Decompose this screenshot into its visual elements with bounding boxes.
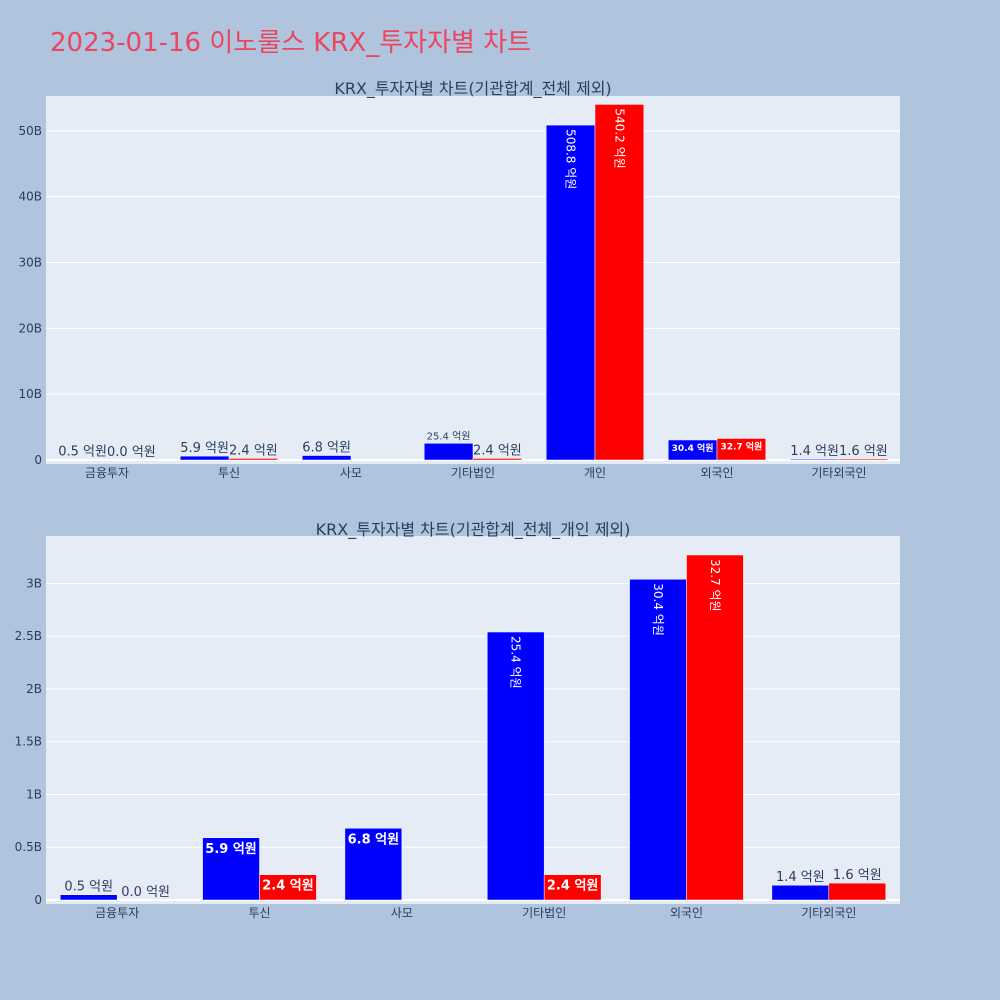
x-tick-label: 기타법인 (451, 466, 495, 480)
bars: 0.5 억원 0.0 억원 5.9 억원 2.4 억원 6.8 억원 25.4 억원 2.4… (59, 554, 887, 901)
x-tick-label: 투신 (218, 466, 240, 480)
bar-value-label: 0.0 억원 (107, 445, 156, 460)
y-tick-label: 2.5B (15, 629, 42, 643)
y-tick-label: 50B (18, 124, 42, 138)
x-tick-labels: 금융투자 투신 사모 기타법인 개인 외국인 기타외국인 (85, 466, 867, 480)
sell-bar (543, 874, 602, 901)
bar-value-label: 32.7 억원 (720, 440, 762, 452)
bar-value-label: 30.4 억원 (672, 442, 714, 454)
bar-value-label: 5.9 억원 (180, 441, 229, 456)
buy-bar (423, 443, 474, 461)
bar-value-label: 2.4 억원 (262, 879, 313, 894)
y-tick-labels: 0 0.5B 1B 1.5B 2B 2.5B 3B (15, 576, 42, 907)
y-tick-label: 30B (18, 256, 42, 270)
x-tick-labels: 금융투자 투신 사모 기타법인 외국인 기타외국인 (95, 906, 856, 920)
y-tick-labels: 0 10B 20B 30B 40B 50B (18, 124, 42, 467)
buy-bar (301, 455, 352, 461)
chart-title: KRX_투자자별 차트(기관합계_전체 제외) (334, 79, 611, 99)
buy-bar (545, 124, 596, 461)
y-tick-label: 1B (26, 787, 42, 801)
y-tick-label: 2B (26, 682, 42, 696)
plot-area (46, 96, 900, 464)
sell-bar (686, 554, 744, 901)
buy-bar (789, 458, 840, 461)
plot-area (46, 536, 900, 904)
y-tick-label: 0 (34, 453, 42, 467)
buy-bar (629, 579, 687, 901)
buy-bar (486, 631, 545, 901)
bar-value-label: 25.4 억원 (509, 636, 523, 689)
sell-bar (828, 882, 887, 901)
bar-value-label: 2.4 억원 (547, 879, 598, 894)
x-tick-label: 금융투자 (85, 466, 129, 480)
bar-value-label: 0.5 억원 (58, 445, 107, 460)
page-title: 2023-01-16 이노룰스 KRX_투자자별 차트 (50, 28, 532, 58)
bar-value-label: 1.4 억원 (776, 870, 825, 885)
bar-value-label: 0.0 억원 (121, 885, 170, 900)
chart-title: KRX_투자자별 차트(기관합계_전체_개인 제외) (316, 520, 631, 540)
buy-bar (344, 828, 403, 901)
buy-bar (202, 837, 260, 901)
buy-bar (59, 894, 118, 901)
chart-bottom: 0.5 억원 0.0 억원 5.9 억원 2.4 억원 6.8 억원 25.4 억원 2.4… (15, 520, 900, 920)
bar-value-label: 5.9 억원 (205, 842, 256, 857)
sell-bar (472, 458, 523, 461)
sell-bar (594, 104, 645, 461)
bar-value-label: 2.4 억원 (473, 443, 522, 458)
x-tick-label: 외국인 (700, 466, 733, 480)
bar-value-label: 1.6 억원 (839, 444, 888, 459)
x-tick-label: 사모 (340, 466, 362, 480)
y-tick-label: 0 (34, 893, 42, 907)
bar-value-label: 1.4 억원 (790, 444, 839, 459)
x-tick-label: 외국인 (670, 906, 703, 920)
y-tick-label: 20B (18, 321, 42, 335)
x-tick-label: 금융투자 (95, 906, 139, 920)
x-tick-label: 기타외국인 (811, 466, 866, 480)
sell-bar (838, 458, 889, 461)
gridlines (46, 582, 900, 901)
bar-value-label: 30.4 억원 (651, 583, 665, 636)
y-tick-label: 3B (26, 576, 42, 590)
x-tick-label: 기타법인 (522, 906, 566, 920)
y-tick-label: 0.5B (15, 840, 42, 854)
sell-bar (716, 438, 767, 461)
x-tick-label: 기타외국인 (801, 906, 856, 920)
buy-bar (771, 884, 830, 901)
bar-value-label: 6.8 억원 (348, 832, 399, 847)
y-tick-label: 40B (18, 190, 42, 204)
x-tick-label: 사모 (391, 906, 413, 920)
sell-bar (228, 458, 279, 461)
bar-value-label: 0.5 억원 (64, 880, 113, 895)
y-tick-label: 10B (18, 387, 42, 401)
x-tick-label: 개인 (584, 466, 606, 480)
sell-bar (259, 874, 317, 901)
bar-value-label: 6.8 억원 (302, 441, 351, 456)
y-tick-label: 1.5B (15, 735, 42, 749)
bar-value-label: 1.6 억원 (833, 868, 882, 883)
bar-value-label: 2.4 억원 (229, 443, 278, 458)
buy-bar (179, 455, 230, 461)
bar-value-label: 25.4 억원 (427, 430, 471, 442)
bar-value-label: 508.8 억원 (564, 129, 578, 189)
x-tick-label: 투신 (248, 906, 270, 920)
bar-value-label: 32.7 억원 (708, 559, 722, 612)
bar-value-label: 540.2 억원 (612, 108, 626, 168)
